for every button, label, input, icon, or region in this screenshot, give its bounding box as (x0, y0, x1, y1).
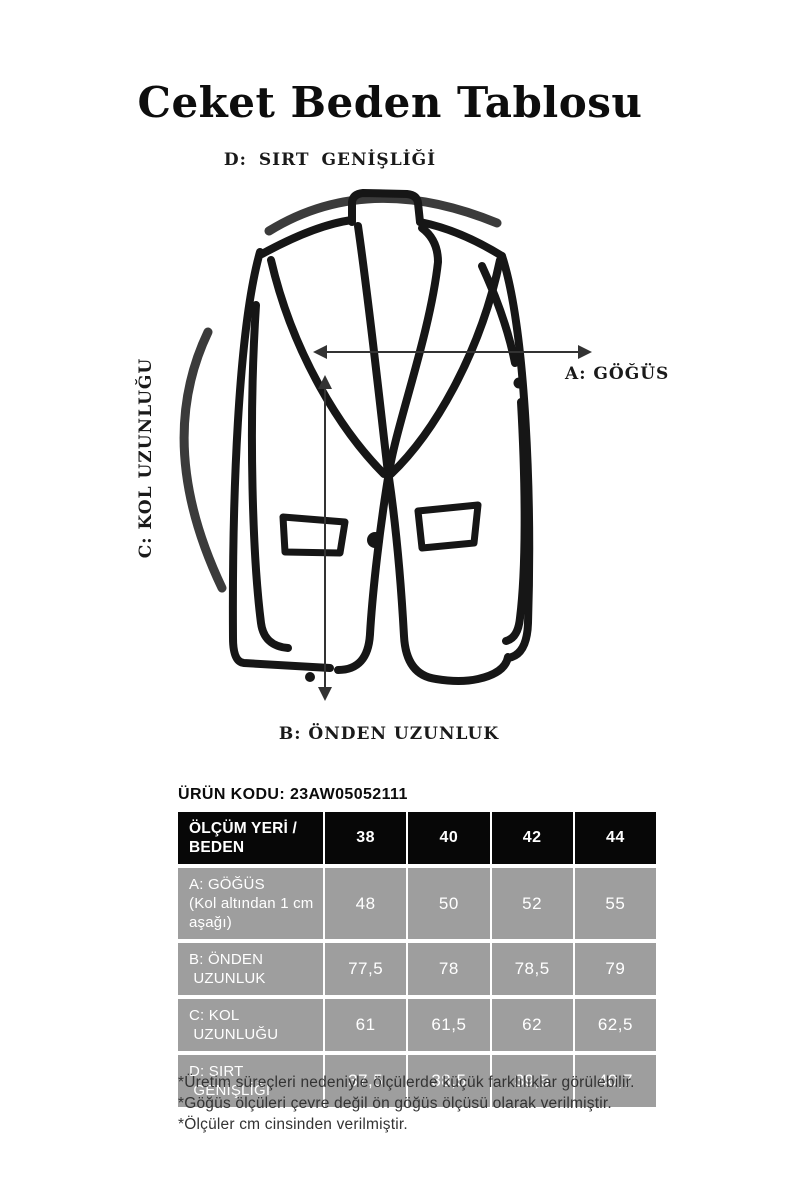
hem-dot (305, 672, 315, 682)
footnote-line: *Ölçüler cm cinsinden verilmiştir. (178, 1116, 408, 1133)
front-length-label: B: ÖNDEN UZUNLUK (278, 724, 500, 744)
table-cell: 48 (325, 868, 407, 939)
product-code: ÜRÜN KODU: 23AW05052111 (178, 786, 408, 803)
table-cell: 78,5 (491, 943, 573, 995)
table-cell: 79 (574, 943, 656, 995)
jacket-outline (228, 189, 534, 685)
table-cell: 55 (574, 868, 656, 939)
back-width-arc (264, 193, 502, 236)
table-header-cell: 38 (325, 812, 407, 864)
size-table: ÖLÇÜM YERİ / BEDEN 38 40 42 44 A: GÖĞÜS … (178, 812, 656, 1107)
table-header-cell: 42 (491, 812, 573, 864)
back-width-label: D: SIRT GENİŞLİĞİ (223, 150, 437, 170)
footnotes: *Üretim süreçleri nedeniyle ölçülerde kü… (178, 1072, 635, 1135)
table-row: A: GÖĞÜS (Kol altından 1 cm aşağı) 48 50… (178, 868, 656, 939)
table-header-row: ÖLÇÜM YERİ / BEDEN 38 40 42 44 (178, 812, 656, 864)
sleeve-length-arc (179, 327, 227, 593)
cuff-dot (513, 377, 525, 389)
button-dot (367, 532, 383, 548)
table-cell: 50 (408, 868, 490, 939)
chest-label: A: GÖĞÜS (565, 364, 670, 384)
table-row: B: ÖNDEN UZUNLUK 77,5 78 78,5 79 (178, 943, 656, 995)
table-cell: 62 (491, 999, 573, 1051)
front-length-arrow (318, 375, 332, 701)
table-cell: 38,5 (408, 1055, 490, 1107)
table-cell: 52 (491, 868, 573, 939)
table-header-cell: 44 (574, 812, 656, 864)
table-cell-label: A: GÖĞÜS (Kol altından 1 cm aşağı) (178, 868, 323, 939)
footnote-line: *Göğüs ölçüleri çevre değil ön göğüs ölç… (178, 1095, 612, 1112)
table-cell: 61,5 (408, 999, 490, 1051)
table-cell: 77,5 (325, 943, 407, 995)
table-row: C: KOL UZUNLUĞU 61 61,5 62 62,5 (178, 999, 656, 1051)
table-header-cell: ÖLÇÜM YERİ / BEDEN (178, 812, 323, 864)
table-cell: 39,5 (491, 1055, 573, 1107)
table-cell-label: D: SIRT GENİŞLİĞİ (178, 1055, 323, 1107)
jacket-diagram (179, 189, 592, 701)
table-row: D: SIRT GENİŞLİĞİ 37,5 38,5 39,5 40,7 (178, 1055, 656, 1107)
chest-arrow (313, 345, 592, 359)
table-cell: 40,7 (574, 1055, 656, 1107)
table-cell-label: B: ÖNDEN UZUNLUK (178, 943, 323, 995)
footnote-line: *Üretim süreçleri nedeniyle ölçülerde kü… (178, 1074, 635, 1091)
table-cell-label: C: KOL UZUNLUĞU (178, 999, 323, 1051)
table-cell: 37,5 (325, 1055, 407, 1107)
table-header-cell: 40 (408, 812, 490, 864)
table-cell: 62,5 (574, 999, 656, 1051)
table-cell: 78 (408, 943, 490, 995)
page-title: Ceket Beden Tablosu (137, 78, 643, 127)
table-cell: 61 (325, 999, 407, 1051)
